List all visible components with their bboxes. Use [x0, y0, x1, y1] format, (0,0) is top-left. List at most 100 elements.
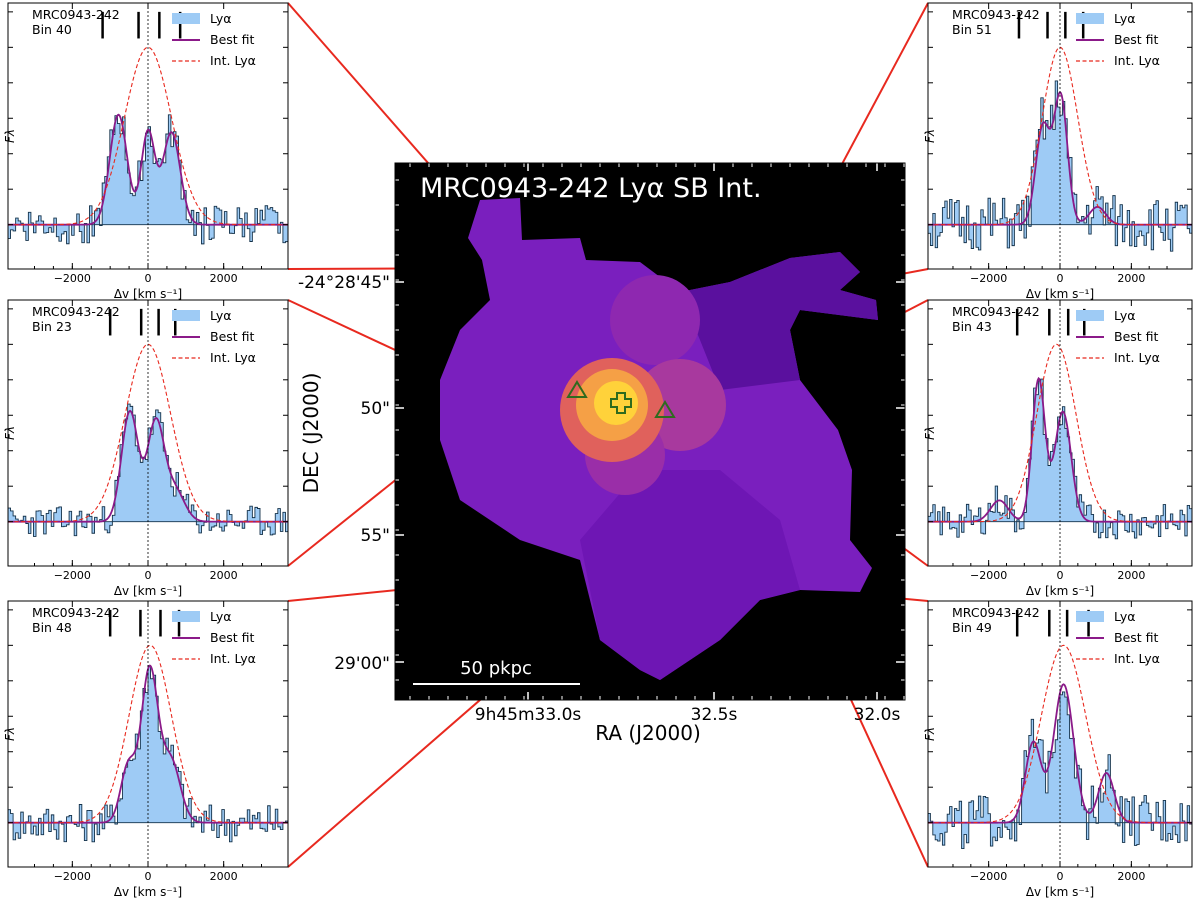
map-frame — [394, 162, 906, 701]
bin-label: Bin 40 — [32, 22, 72, 37]
map-xtick-3: 32.0s — [854, 705, 901, 725]
int-lya-line — [928, 343, 1192, 523]
map-ytick-3: 55" — [361, 526, 390, 546]
lya-southern-region — [580, 470, 800, 680]
legend-label: Lyα — [210, 11, 231, 26]
map-frame-ticks — [395, 163, 905, 700]
legend-label: Int. Lyα — [210, 53, 256, 68]
y-axis-label: Fλ — [3, 727, 17, 741]
source-label: MRC0943-242 — [32, 605, 120, 620]
legend-swatch-lya — [172, 13, 200, 24]
int-lya-line — [8, 343, 288, 523]
map-xtick-2: 32.5s — [691, 705, 738, 725]
x-tick-label: 0 — [145, 569, 152, 582]
triangle-icon — [654, 400, 676, 418]
map-regions — [440, 198, 878, 680]
x-tick-label: 0 — [1057, 272, 1064, 285]
map-xtick-1: 9h45m33.0s — [475, 705, 582, 725]
map-markers — [566, 380, 676, 418]
map-ytick-4: 29'00" — [334, 654, 390, 674]
x-axis-label: Δv [km s⁻¹] — [114, 885, 182, 899]
legend-label: Lyα — [1114, 11, 1135, 26]
x-tick-label: 0 — [145, 870, 152, 883]
lya-spectrum — [7, 403, 289, 537]
x-tick-label: 2000 — [1117, 870, 1145, 883]
legend-swatch-lya — [172, 310, 200, 321]
legend-label: Int. Lyα — [210, 350, 256, 365]
cross-icon — [610, 392, 632, 414]
legend-label: Best fit — [1114, 32, 1159, 47]
y-axis-label: Fλ — [3, 426, 17, 440]
x-tick-label: 2000 — [1117, 569, 1145, 582]
x-tick-label: −2000 — [54, 272, 91, 285]
x-axis-label: Δv [km s⁻¹] — [114, 584, 182, 598]
lya-peak-region — [594, 381, 638, 425]
x-tick-label: −2000 — [970, 272, 1007, 285]
source-label: MRC0943-242 — [952, 7, 1040, 22]
x-axis-label: Δv [km s⁻¹] — [1026, 287, 1094, 301]
x-tick-label: 0 — [145, 272, 152, 285]
int-lya-line — [8, 46, 288, 226]
x-tick-label: 0 — [1057, 569, 1064, 582]
source-label: MRC0943-242 — [32, 304, 120, 319]
scalebar-label: 50 pkpc — [460, 658, 532, 679]
map-title: MRC0943-242 Lyα SB Int. — [420, 173, 762, 204]
lya-bin-region — [610, 275, 700, 365]
y-axis-label: Fλ — [3, 129, 17, 143]
lya-sb-map: MRC0943-242 Lyα SB Int. 50 pkpc -24°28'4… — [298, 162, 906, 745]
x-tick-label: −2000 — [54, 870, 91, 883]
x-tick-label: 0 — [1057, 870, 1064, 883]
legend-label: Lyα — [210, 308, 231, 323]
x-tick-label: −2000 — [54, 569, 91, 582]
legend-swatch-lya — [1076, 611, 1104, 622]
legend-label: Int. Lyα — [1114, 53, 1160, 68]
legend-swatch-lya — [1076, 13, 1104, 24]
bin-label: Bin 51 — [952, 22, 992, 37]
int-lya-line — [928, 644, 1192, 824]
x-tick-label: −2000 — [970, 569, 1007, 582]
legend-label: Int. Lyα — [210, 651, 256, 666]
legend-swatch-lya — [172, 611, 200, 622]
x-axis-label: Δv [km s⁻¹] — [1026, 584, 1094, 598]
legend-label: Best fit — [210, 630, 255, 645]
legend-label: Lyα — [1114, 609, 1135, 624]
legend-label: Best fit — [210, 32, 255, 47]
legend-label: Lyα — [210, 609, 231, 624]
x-axis-label: Δv [km s⁻¹] — [1026, 885, 1094, 899]
legend-label: Best fit — [1114, 329, 1159, 344]
source-label: MRC0943-242 — [952, 304, 1040, 319]
x-tick-label: 2000 — [210, 272, 238, 285]
legend-label: Int. Lyα — [1114, 350, 1160, 365]
bin-label: Bin 23 — [32, 319, 72, 334]
legend-label: Best fit — [210, 329, 255, 344]
triangle-icon — [566, 380, 588, 398]
bin-label: Bin 48 — [32, 620, 72, 635]
y-axis-label: Fλ — [923, 129, 937, 143]
map-ylabel: DEC (J2000) — [299, 373, 323, 494]
x-tick-label: 2000 — [210, 569, 238, 582]
legend-label: Int. Lyα — [1114, 651, 1160, 666]
map-ytick-2: 50" — [361, 399, 390, 419]
legend-label: Lyα — [1114, 308, 1135, 323]
x-tick-label: 2000 — [210, 870, 238, 883]
legend-swatch-lya — [1076, 310, 1104, 321]
y-axis-label: Fλ — [923, 426, 937, 440]
bin-label: Bin 49 — [952, 620, 992, 635]
lya-faint-region — [680, 252, 878, 390]
x-tick-label: −2000 — [970, 870, 1007, 883]
y-axis-label: Fλ — [923, 727, 937, 741]
source-label: MRC0943-242 — [952, 605, 1040, 620]
source-label: MRC0943-242 — [32, 7, 120, 22]
map-xlabel: RA (J2000) — [595, 721, 701, 745]
legend-label: Best fit — [1114, 630, 1159, 645]
x-axis-label: Δv [km s⁻¹] — [114, 287, 182, 301]
x-tick-label: 2000 — [1117, 272, 1145, 285]
